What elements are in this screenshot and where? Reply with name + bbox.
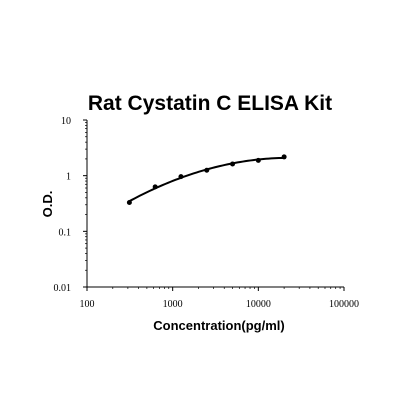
data-point — [281, 154, 287, 160]
plot-area: 0.01 0.1 1 10 100 1000 10000 100000 — [54, 116, 360, 310]
x-tick-label: 100 — [80, 299, 95, 310]
x-tick-label: 100000 — [329, 299, 359, 310]
data-point — [126, 199, 132, 205]
x-axis-label: Concentration(pg/ml) — [153, 318, 284, 333]
x-tick-label: 1000 — [163, 299, 183, 310]
data-point — [204, 167, 210, 173]
x-tick-label: 10000 — [246, 299, 271, 310]
standard-curve-line — [128, 156, 285, 203]
data-point — [152, 184, 158, 190]
chart-title: Rat Cystatin C ELISA Kit — [88, 92, 332, 115]
y-tick-label: 0.1 — [59, 227, 72, 238]
y-tick-label: 0.01 — [54, 283, 72, 294]
data-point — [230, 161, 236, 167]
y-tick-label: 10 — [61, 116, 71, 127]
data-point — [178, 174, 184, 180]
data-point — [255, 157, 261, 163]
y-axis-label: O.D. — [40, 191, 55, 218]
y-tick-label: 1 — [66, 172, 71, 183]
